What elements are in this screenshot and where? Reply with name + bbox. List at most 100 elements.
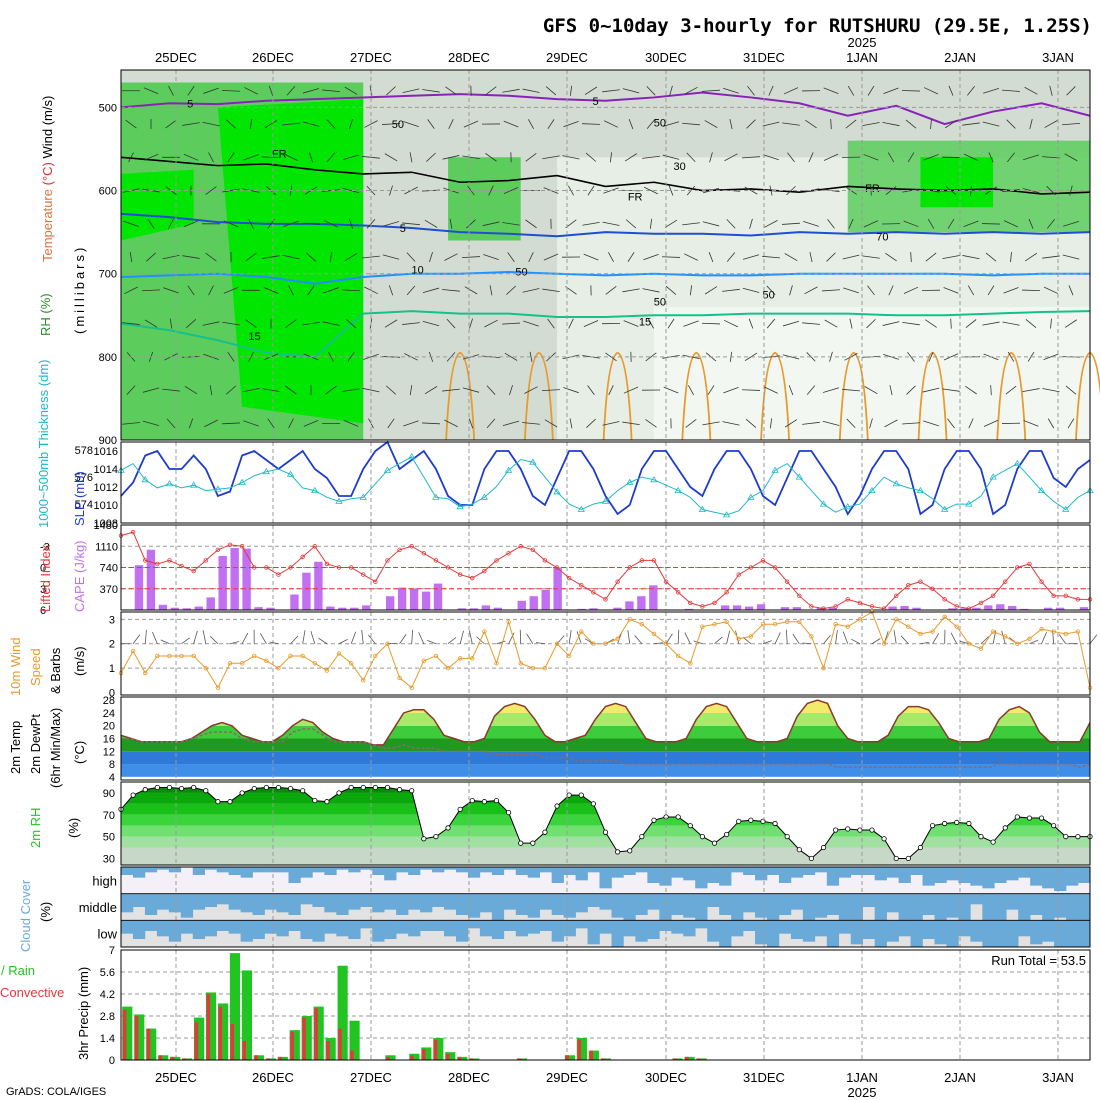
surface-wind-barb: [350, 631, 357, 644]
wind-speed-point: [663, 641, 669, 646]
date-axis-top: 25DEC 26DEC 27DEC 28DEC 29DEC 30DEC 31DEC 1JAN 2…: [155, 50, 1074, 65]
cloud-low-bar-16: [312, 920, 325, 942]
wind-barb: [366, 219, 376, 229]
cloud-high-bar-25: [420, 867, 433, 870]
cloud-high-bar-21: [372, 867, 385, 875]
cape-tick-1: 740: [100, 563, 118, 575]
wind-barb: [863, 154, 879, 161]
wind-barb: [543, 253, 559, 261]
wind-barb: [202, 321, 220, 326]
cloud-high-bar-23: [396, 867, 409, 873]
rh-point: [263, 784, 269, 791]
surface-wind-barb: [1089, 634, 1098, 644]
wind-barb: [608, 385, 614, 396]
wind-speed-point: [1051, 629, 1056, 634]
wind-speed-point: [797, 619, 802, 624]
wind-barb: [262, 388, 280, 392]
cloud-high-bar-78: [1054, 867, 1067, 891]
lifted-index-point: [470, 575, 475, 581]
rh-point: [191, 784, 197, 791]
wind-barb: [709, 152, 713, 163]
lifted-index-point: [542, 558, 548, 563]
wind-barb: [445, 86, 457, 96]
precip-convective-bar-0: [122, 1009, 127, 1060]
lifted-index-point: [990, 593, 996, 599]
lifted-index-point: [1075, 597, 1081, 602]
cloud-high-bar-63: [874, 867, 887, 881]
lifted-index-point: [869, 604, 875, 609]
wind-barb: [484, 319, 498, 328]
surface-wind-barb: [726, 630, 731, 644]
wind-barb: [729, 118, 733, 130]
cloud-high-bar-20: [360, 867, 373, 870]
cape-bar-12: [266, 607, 275, 610]
contour-label-0: 5: [187, 98, 193, 110]
wind-barb: [702, 421, 720, 426]
wind-barb: [802, 322, 820, 325]
wind-barb: [704, 120, 718, 128]
wind-barb: [444, 419, 458, 428]
cloud-low-bar-46: [671, 920, 684, 934]
wind-barb: [963, 153, 979, 161]
wind-label: Wind (m/s): [40, 96, 55, 159]
wind-speed-point: [288, 653, 293, 659]
lifted-index-point: [130, 529, 136, 535]
wind-speed-point: [203, 665, 208, 671]
precip-total-bar-48: [696, 1058, 707, 1060]
cloud-high-bar-11: [252, 867, 265, 873]
contour-label-12: 70: [876, 231, 888, 243]
panel-frame: [120, 949, 1091, 1061]
wind-barb: [162, 254, 180, 260]
cloud-high-bar-30: [479, 867, 493, 873]
rh-point: [215, 799, 221, 805]
cape-bar-4: [170, 607, 180, 610]
cloud-middle-bar-29: [467, 893, 481, 918]
wind-barb: [942, 388, 960, 392]
cloud-low-bar-1: [132, 920, 146, 939]
lifted-index-point: [639, 558, 645, 563]
cloud-high-bar-24: [408, 867, 421, 875]
lifted-index-label: Lifted Index: [38, 544, 53, 612]
wind10m-label-line1: 10m Wind: [8, 637, 23, 696]
cloud-low-bar-68: [934, 920, 947, 945]
wind-barb: [382, 254, 400, 260]
wind-barb: [585, 152, 597, 162]
wind-speed-point: [542, 665, 548, 671]
surface-wind-barb: [802, 642, 812, 645]
lifted-index-point: [712, 600, 717, 606]
cloud-middle-bar-72: [982, 893, 995, 921]
wind-barb: [485, 86, 497, 96]
contour-label-2: FR: [272, 148, 287, 160]
cape-bar-51: [732, 605, 742, 610]
thickness-point: [214, 485, 222, 492]
wind-barb: [1003, 287, 1019, 294]
wind-barb: [503, 187, 519, 195]
cloud-high-bar-9: [228, 867, 241, 875]
cloud-low-bar-34: [527, 920, 541, 934]
precip-convective-bar-17: [326, 1041, 330, 1060]
wind-barb: [608, 252, 614, 263]
wind-speed-point: [276, 665, 281, 671]
li-tick-2: 3: [40, 584, 46, 596]
surface-wind-barb: [508, 632, 515, 644]
precip-total-bar-27: [445, 1052, 456, 1060]
wind-barb: [142, 387, 160, 393]
cloud-low-bar-59: [826, 920, 840, 947]
wind-barb: [683, 320, 699, 327]
wind-barb: [188, 418, 194, 429]
lifted-index-point: [784, 579, 790, 584]
wind-barb: [748, 318, 754, 329]
wind-barb: [126, 385, 136, 395]
lifted-index-point: [675, 590, 681, 595]
wind-barb: [903, 286, 919, 294]
precip-convective-bar-7: [206, 994, 211, 1060]
cloud-low-bar-14: [288, 920, 301, 931]
wind-speed-point: [397, 675, 402, 681]
wind-barb: [1022, 388, 1040, 393]
wind-barb: [347, 351, 355, 362]
wind-barb: [930, 119, 932, 130]
cloud-low-bar-69: [946, 920, 959, 947]
wind-barb: [305, 252, 317, 262]
lifted-index-point: [724, 590, 729, 595]
cloud-middle-bar-17: [324, 893, 337, 913]
